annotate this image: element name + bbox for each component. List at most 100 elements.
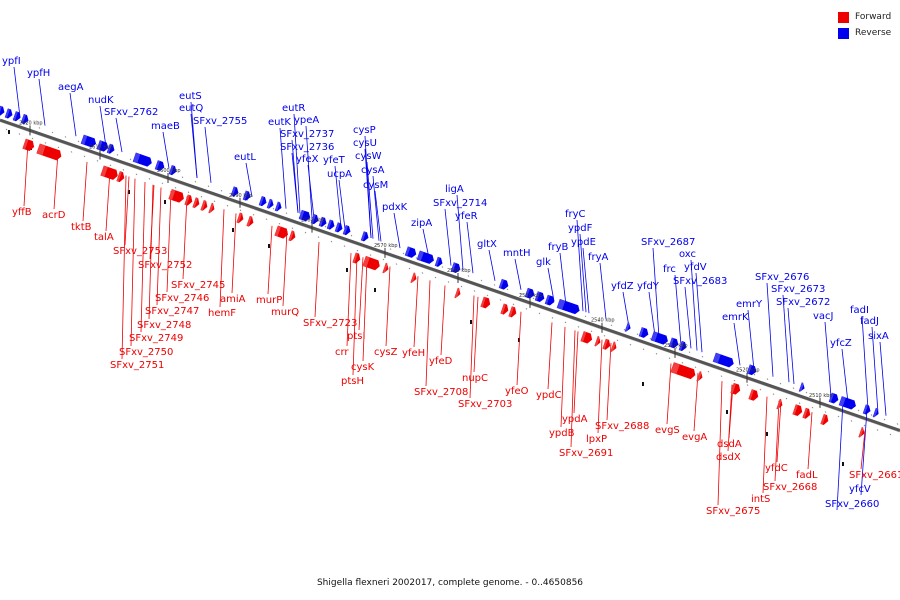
minor-tick-top xyxy=(506,288,509,291)
leader-sfxv-2661 xyxy=(860,430,866,470)
leader-ypdc xyxy=(547,322,553,390)
gene-label-oxc: oxc xyxy=(679,249,696,260)
leader-yfdc xyxy=(776,401,782,463)
minor-tick-bottom xyxy=(538,312,541,315)
reverse-gene-block-shade xyxy=(133,152,141,163)
minor-tick-top xyxy=(532,297,535,300)
forward-gene-block xyxy=(208,202,215,214)
reverse-gene-block-shade xyxy=(155,160,160,170)
leader-aega xyxy=(69,92,77,137)
reverse-gene-block-shade xyxy=(311,214,316,224)
reverse-gene-block xyxy=(544,294,555,306)
reverse-gene-block-arrow xyxy=(0,105,5,116)
reverse-gene-block xyxy=(434,256,443,267)
forward-gene-block-shade xyxy=(362,256,370,268)
reverse-gene-block-shade xyxy=(0,106,2,116)
minor-tick-bottom xyxy=(226,204,229,207)
reverse-gene-block-shade xyxy=(327,219,332,230)
gene-label-sfxv-2723: SFxv_2723 xyxy=(303,318,357,329)
minor-tick-bottom xyxy=(317,236,320,238)
minor-tick-bottom xyxy=(629,343,632,346)
reverse-gene-block xyxy=(326,219,335,230)
forward-gene-block-arrow xyxy=(168,189,184,203)
forward-gene-block xyxy=(820,413,829,425)
reverse-gene-block xyxy=(342,225,351,236)
reverse-gene-block xyxy=(230,186,239,197)
minor-tick-bottom xyxy=(31,137,34,140)
reverse-gene-block xyxy=(798,382,805,392)
gene-label-yfdc: yfdC xyxy=(765,463,788,474)
leader-yfed xyxy=(440,285,446,356)
forward-gene-block-arrow xyxy=(696,371,703,382)
forward-gene-block xyxy=(748,389,759,401)
minor-tick-top xyxy=(51,131,54,134)
reverse-gene-block xyxy=(678,340,687,352)
gene-label-yfeo: yfeO xyxy=(505,386,529,397)
reverse-gene-block-arrow xyxy=(106,143,115,154)
forward-gene-block xyxy=(116,171,125,183)
leader-vacj xyxy=(824,321,832,397)
marker-dash xyxy=(346,268,348,272)
forward-gene-block-shade xyxy=(208,203,214,214)
reverse-gene-block-arrow xyxy=(20,113,29,125)
gene-label-sfxv-2755: SFxv_2755 xyxy=(193,116,247,127)
gene-label-ypea: ypeA xyxy=(294,115,319,126)
leader-sfxv-2747 xyxy=(156,187,162,306)
gene-label-glk: glk xyxy=(536,257,551,268)
leader-eutk xyxy=(279,127,287,209)
forward-gene-block-arrow xyxy=(100,165,118,180)
minor-tick-bottom xyxy=(486,294,489,297)
minor-tick-top xyxy=(415,257,418,259)
minor-tick-bottom xyxy=(642,348,645,351)
gene-label-yfet: yfeT xyxy=(323,155,346,166)
forward-gene-block xyxy=(792,404,803,416)
forward-gene-block-shade xyxy=(454,288,460,299)
minor-tick-top xyxy=(493,284,496,286)
gene-label-cysz: cysZ xyxy=(374,347,398,358)
reverse-gene-block-shade xyxy=(863,404,868,414)
forward-gene-block-arrow xyxy=(730,382,741,395)
leader-frya xyxy=(599,262,607,320)
minor-tick-bottom xyxy=(837,415,840,418)
forward-gene-block-shade xyxy=(410,272,416,283)
gene-label-ptsh: ptsH xyxy=(341,376,364,387)
leader-oxc xyxy=(690,259,698,351)
minor-tick-top xyxy=(38,127,41,129)
leader-cysw xyxy=(366,161,374,239)
leader-tktb xyxy=(82,161,88,222)
forward-gene-block xyxy=(508,306,517,318)
marker-dash xyxy=(268,244,270,248)
minor-tick-top xyxy=(376,243,379,246)
marker-dash xyxy=(726,410,728,414)
minor-tick-bottom xyxy=(512,303,515,306)
gene-label-sfxv-2752: SFxv_2752 xyxy=(138,260,192,271)
reverse-gene-block-shade xyxy=(535,291,540,301)
reverse-gene-block-arrow xyxy=(544,294,555,306)
gene-label-pdxk: pdxK xyxy=(382,202,408,213)
gene-label-sfxv-2750: SFxv_2750 xyxy=(119,347,173,358)
gene-label-zipa: zipA xyxy=(411,218,432,229)
reverse-gene-block-shade xyxy=(361,231,366,241)
leader-evga xyxy=(693,372,699,432)
minor-tick-bottom xyxy=(96,160,99,162)
reverse-gene-block xyxy=(638,327,649,338)
gene-label-ypdc: ypdC xyxy=(536,390,562,401)
leader-eutl xyxy=(245,162,253,198)
minor-tick-top xyxy=(675,346,678,349)
forward-gene-block xyxy=(776,398,783,410)
forward-gene-block xyxy=(22,138,35,151)
reverse-gene-block-arrow xyxy=(624,322,631,332)
map-caption: Shigella flexneri 2002017, complete geno… xyxy=(316,578,584,588)
minor-tick-top xyxy=(441,266,444,268)
gene-label-evgs: evgS xyxy=(655,425,680,436)
gene-label-tala: talA xyxy=(94,232,114,243)
minor-tick-bottom xyxy=(5,128,8,131)
forward-gene-block-arrow xyxy=(274,225,288,239)
leader-emry xyxy=(747,309,755,371)
gene-label-evga: evgA xyxy=(682,432,707,443)
gene-label-cysu: cysU xyxy=(353,138,377,149)
tick-label: 2550 kbp xyxy=(519,293,543,299)
gene-label-cysw: cysW xyxy=(355,151,382,162)
leader-pdxk xyxy=(393,212,401,249)
